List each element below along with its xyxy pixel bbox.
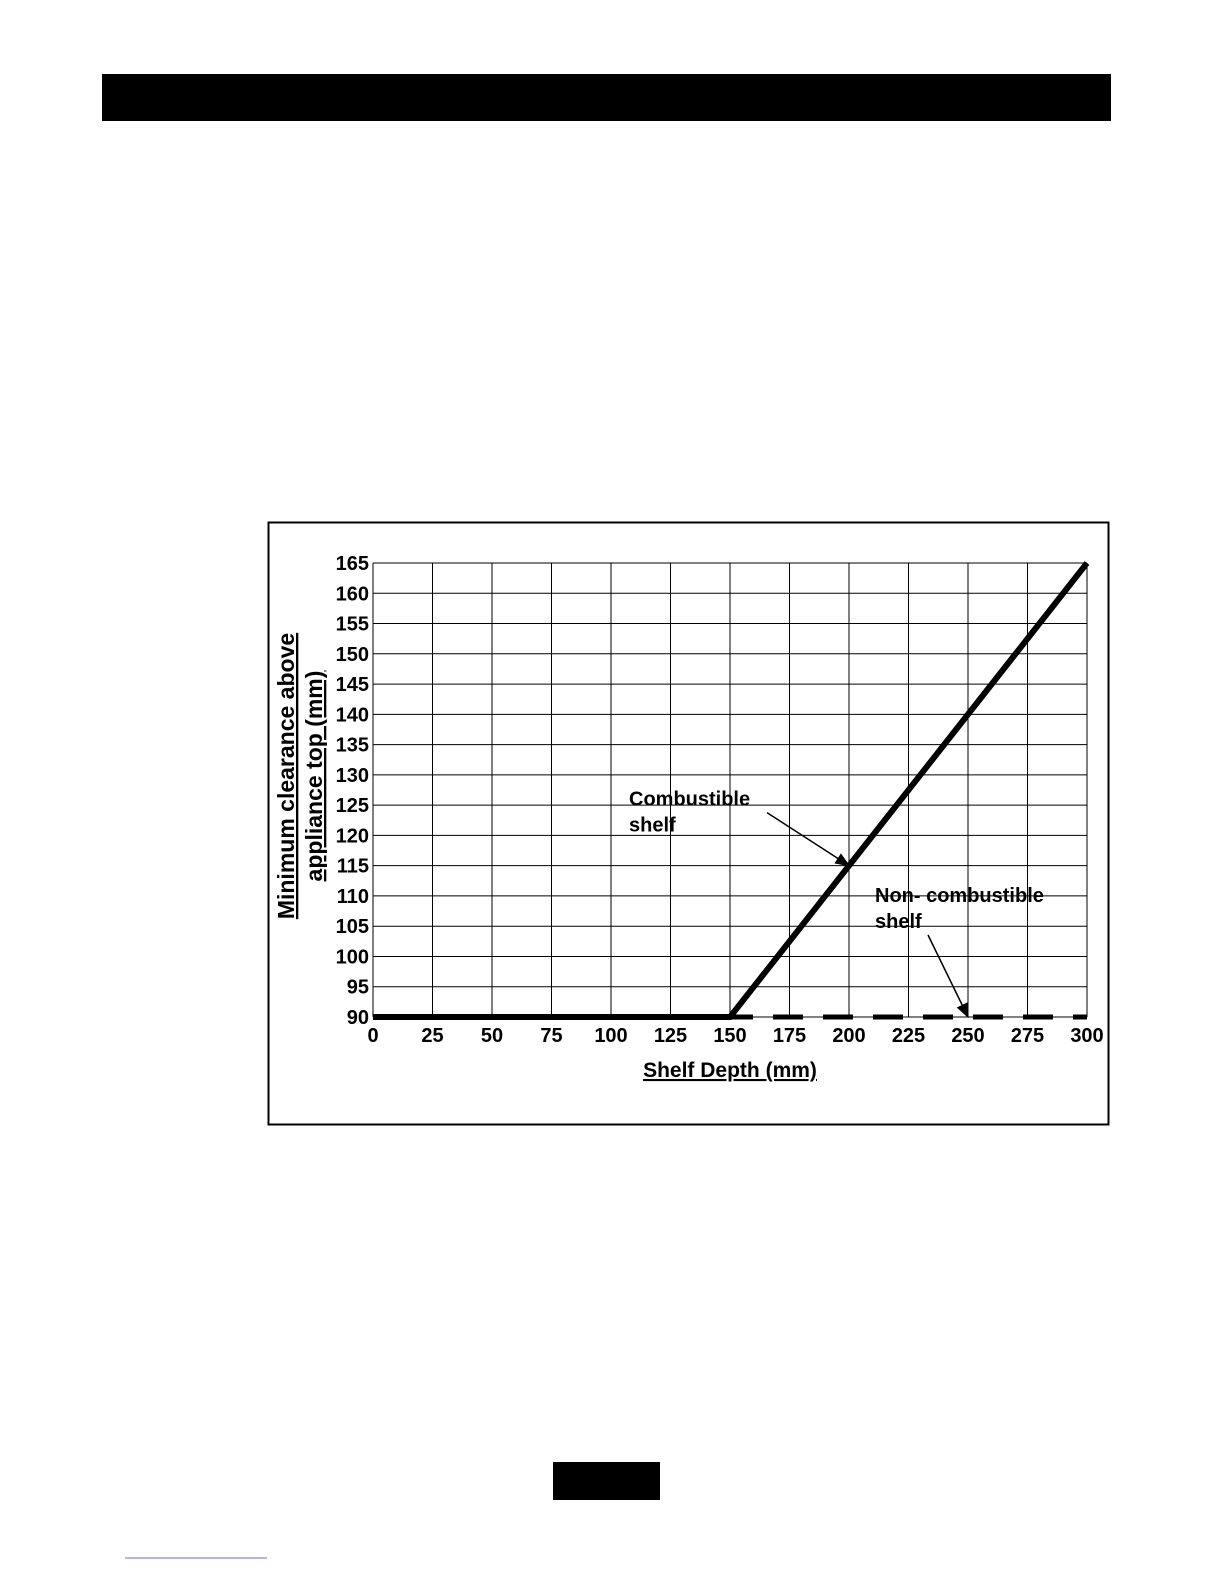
x-tick-label: 300 — [1070, 1025, 1103, 1047]
x-tick-label: 75 — [540, 1025, 562, 1047]
x-tick-label: 200 — [832, 1025, 865, 1047]
annotation-text: Combustible — [629, 789, 750, 811]
y-tick-label: 140 — [336, 704, 369, 726]
y-tick-label: 105 — [336, 916, 369, 938]
x-tick-label: 225 — [892, 1025, 925, 1047]
annotation-arrow — [927, 934, 969, 1019]
x-tick-label: 125 — [654, 1025, 687, 1047]
header-bar — [102, 74, 1111, 121]
y-tick-label: 165 — [336, 553, 369, 575]
y-tick-label: 100 — [336, 946, 369, 968]
y-tick-label: 90 — [347, 1007, 369, 1029]
y-tick-label: 115 — [337, 856, 369, 878]
y-tick-label: 120 — [336, 825, 369, 847]
x-tick-label: 150 — [713, 1025, 746, 1047]
x-tick-label: 250 — [951, 1025, 984, 1047]
y-tick-label: 155 — [336, 614, 369, 636]
y-tick-label: 150 — [336, 644, 369, 666]
y-tick-label: 135 — [336, 735, 369, 757]
y-axis-label: appliance top (mm) — [301, 671, 327, 882]
x-tick-label: 25 — [421, 1025, 443, 1047]
y-tick-label: 125 — [336, 795, 369, 817]
y-tick-label: 145 — [336, 674, 369, 696]
x-tick-label: 0 — [367, 1025, 378, 1047]
x-tick-label: 50 — [481, 1025, 503, 1047]
y-tick-label: 95 — [347, 977, 369, 999]
x-axis-label: Shelf Depth (mm) — [643, 1059, 817, 1082]
y-tick-label: 160 — [336, 583, 369, 605]
annotation-text: shelf — [629, 815, 676, 837]
series-line — [373, 561, 1090, 1020]
y-tick-label: 110 — [337, 886, 369, 908]
annotation-text: Non- combustible — [875, 885, 1044, 907]
annotation-text: shelf — [875, 911, 922, 933]
y-axis-label: Minimum clearance above — [273, 633, 299, 919]
chart-frame — [267, 521, 1110, 1126]
annotation-arrow — [766, 812, 851, 867]
x-tick-label: 275 — [1011, 1025, 1044, 1047]
y-tick-label: 130 — [336, 765, 369, 787]
footer-box — [553, 1462, 660, 1500]
x-tick-label: 100 — [594, 1025, 627, 1047]
x-tick-label: 175 — [773, 1025, 806, 1047]
